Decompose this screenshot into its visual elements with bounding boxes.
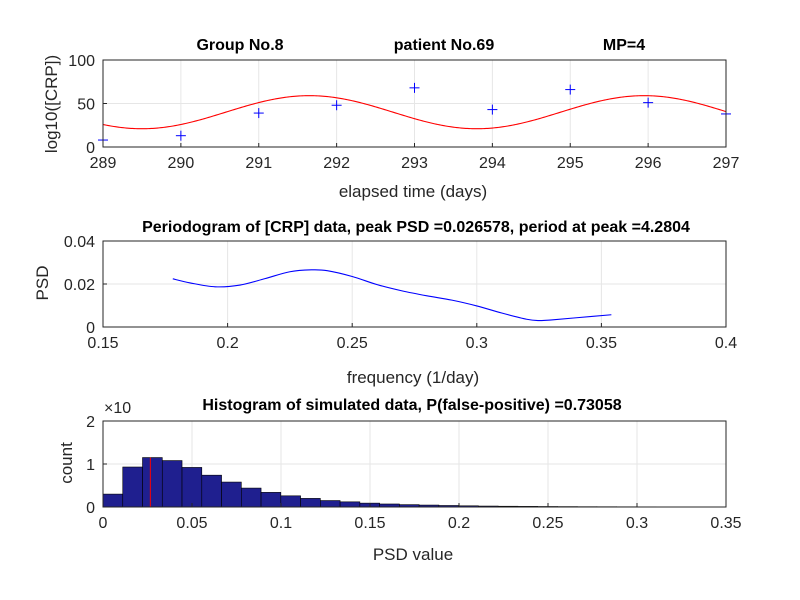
- y-tick-label: 0: [86, 140, 95, 157]
- data-point: [409, 82, 420, 93]
- plot2-marks: [172, 269, 612, 322]
- histogram-title: Histogram of simulated data, P(false-pos…: [202, 397, 621, 414]
- data-point: [253, 108, 264, 119]
- x-tick-label: 292: [323, 155, 350, 172]
- plot1-marks: [98, 82, 731, 146]
- plot2-y-axis-label: PSD: [33, 266, 52, 301]
- plot3-y-ticks: 0 1 2: [86, 414, 107, 517]
- histogram-plot: 0 0.05 0.1 0.15 0.2 0.25 0.3 0.35 0 1 2 ×10 Histo…: [57, 397, 742, 564]
- y-tick-label: 0.04: [64, 234, 95, 251]
- plot1-x-ticks: 289 290 291 292 293 294 295 296 297: [90, 143, 740, 172]
- x-tick-label: 0.3: [626, 515, 648, 532]
- x-tick-label: 0.2: [448, 515, 470, 532]
- x-tick-label: 0.25: [532, 515, 563, 532]
- y-tick-label: 0: [86, 320, 95, 337]
- data-point: [643, 97, 654, 108]
- x-tick-label: 0.3: [466, 335, 488, 352]
- histogram-bar: [320, 500, 341, 508]
- x-tick-label: 289: [90, 155, 117, 172]
- x-tick-label: 296: [635, 155, 662, 172]
- data-point: [487, 104, 498, 115]
- data-point: [565, 84, 576, 95]
- x-tick-label: 0.1: [270, 515, 292, 532]
- x-tick-label: 0.25: [337, 335, 368, 352]
- y-tick-label: 50: [77, 97, 95, 114]
- psd-series-line: [172, 269, 612, 322]
- y-tick-label: 0: [86, 500, 95, 517]
- plot2-x-axis-label: frequency (1/day): [347, 368, 479, 387]
- y-tick-label: 1: [86, 457, 95, 474]
- plot2-y-ticks: 0 0.02 0.04: [64, 234, 107, 337]
- histogram-bar: [339, 501, 361, 508]
- data-point: [331, 100, 342, 111]
- x-tick-label: 0.35: [586, 335, 617, 352]
- x-tick-label: 297: [713, 155, 740, 172]
- histogram-bar: [161, 460, 183, 508]
- histogram-bar: [122, 466, 143, 508]
- periodogram-title: Periodogram of [CRP] data, peak PSD =0.0…: [142, 219, 690, 236]
- histogram-bar: [142, 457, 163, 508]
- crp-timeseries-plot: 289 290 291 292 293 294 295 296 297 0 50 100 Group…: [42, 37, 739, 201]
- histogram-bar: [300, 498, 321, 508]
- histogram-bar: [181, 467, 203, 508]
- y-tick-label: 0.02: [64, 277, 95, 294]
- x-tick-label: 291: [245, 155, 272, 172]
- x-tick-label: 0.2: [216, 335, 238, 352]
- plot3-x-ticks: 0 0.05 0.1 0.15 0.2 0.25 0.3 0.35: [99, 503, 742, 532]
- plot2-x-ticks: 0.15 0.2 0.25 0.3 0.35 0.4: [87, 323, 737, 352]
- plot3-x-axis-label: PSD value: [373, 545, 453, 564]
- x-tick-label: 294: [479, 155, 506, 172]
- y-tick-label: 100: [68, 53, 95, 70]
- plot1-x-axis-label: elapsed time (days): [339, 182, 487, 201]
- histogram-bar: [102, 493, 124, 508]
- histogram-bar: [241, 487, 262, 508]
- x-tick-label: 0.4: [715, 335, 737, 352]
- histogram-bar: [280, 495, 301, 508]
- histogram-bar: [201, 474, 222, 508]
- x-tick-label: 0.15: [87, 335, 118, 352]
- plot3-y-exponent: ×10: [104, 400, 131, 417]
- x-tick-label: 290: [168, 155, 195, 172]
- plot1-y-ticks: 0 50 100: [68, 53, 107, 157]
- y-tick-label: 2: [86, 414, 95, 431]
- x-tick-label: 0: [99, 515, 108, 532]
- histogram-bar: [221, 481, 242, 508]
- x-tick-label: 293: [401, 155, 428, 172]
- x-tick-label: 0.35: [710, 515, 741, 532]
- fit-curve: [102, 95, 727, 130]
- x-tick-label: 295: [557, 155, 584, 172]
- histogram-bar: [260, 492, 282, 508]
- plot3-y-axis-label: count: [57, 442, 76, 484]
- x-tick-label: 0.15: [354, 515, 385, 532]
- x-tick-label: 0.05: [176, 515, 207, 532]
- periodogram-plot: 0.15 0.2 0.25 0.3 0.35 0.4 0 0.02 0.04 Periodog…: [33, 219, 737, 387]
- title-patient: patient No.69: [394, 37, 495, 54]
- data-point: [175, 130, 186, 141]
- plot1-y-axis-label: log10([CRP]): [42, 55, 61, 153]
- title-group: Group No.8: [196, 37, 283, 54]
- title-mp: MP=4: [603, 37, 645, 54]
